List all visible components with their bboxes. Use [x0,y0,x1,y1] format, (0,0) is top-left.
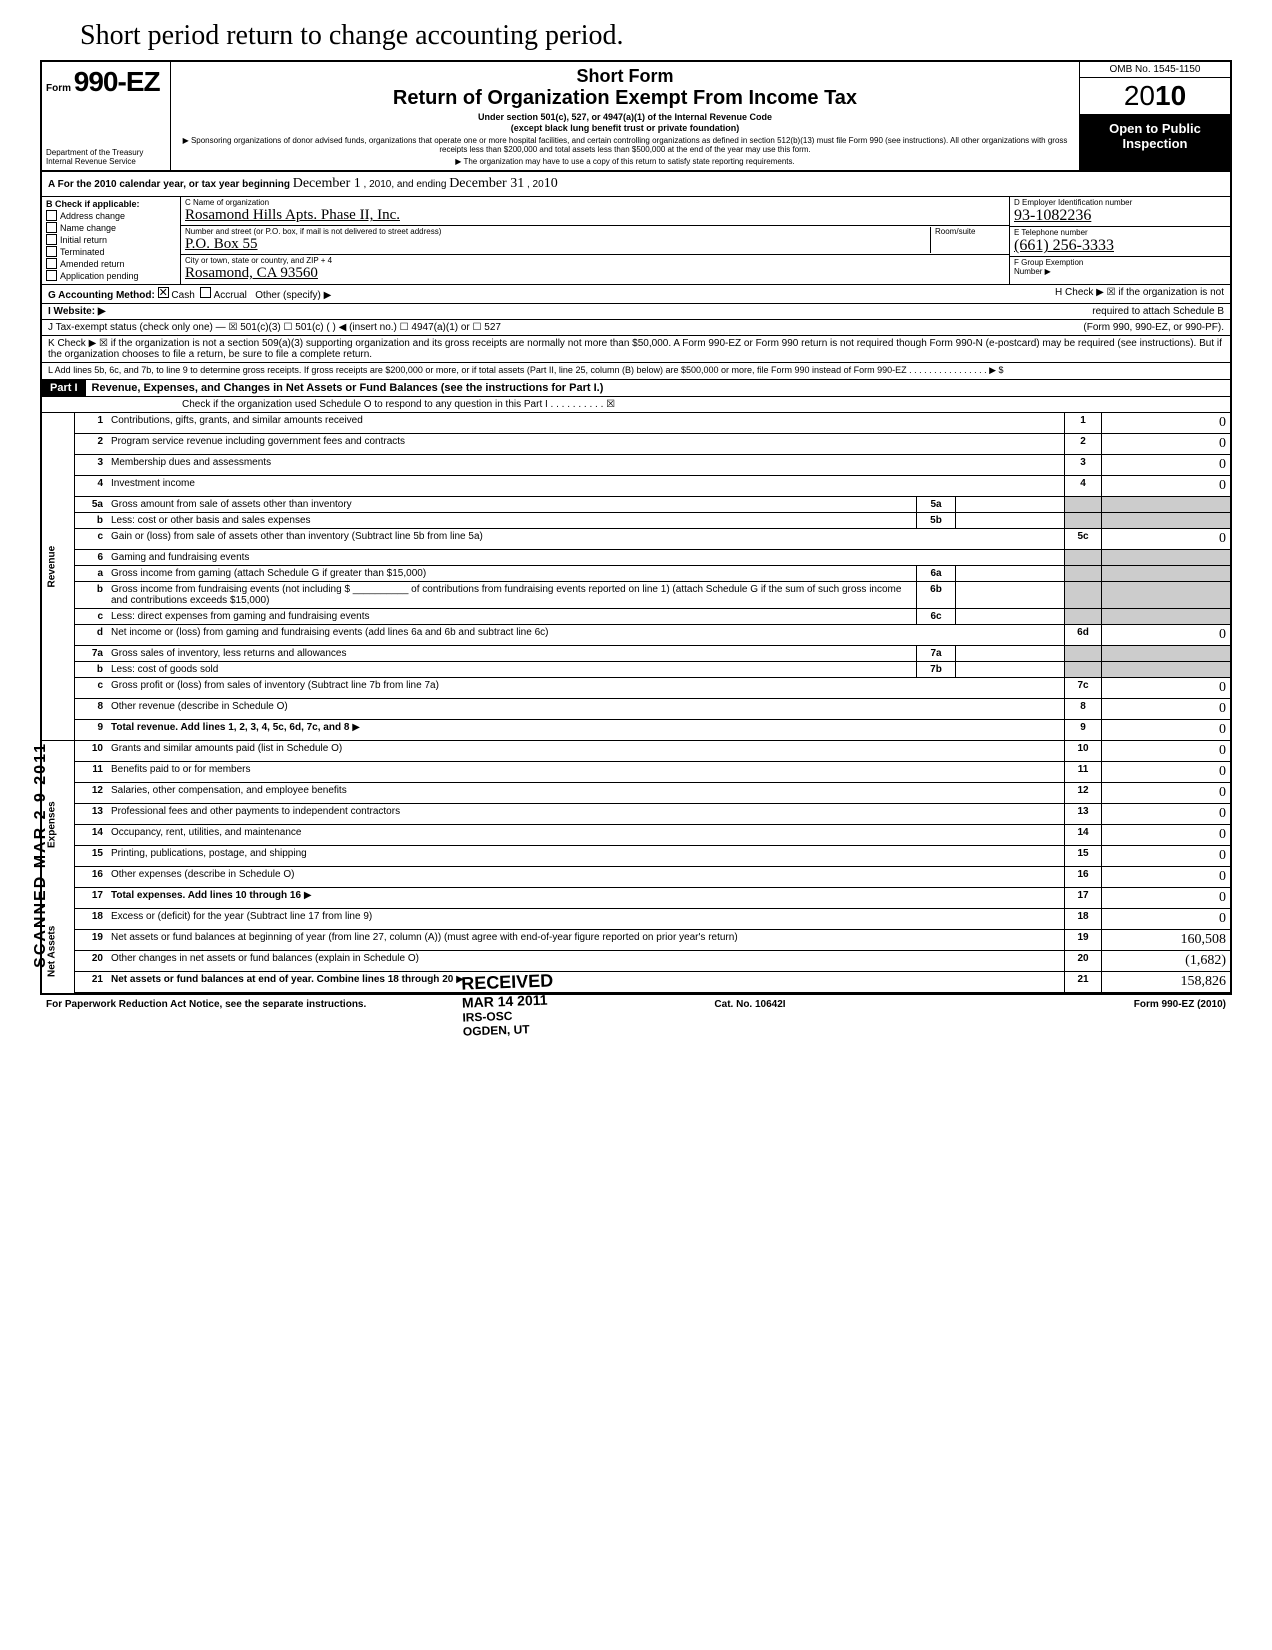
section-def: D Employer Identification number 93-1082… [1010,197,1230,284]
expenses-side-label: Expenses [42,741,75,909]
subtitle-1: Under section 501(c), 527, or 4947(a)(1)… [179,112,1071,123]
check-terminated[interactable]: Terminated [46,246,176,257]
row-l: L Add lines 5b, 6c, and 7b, to line 9 to… [42,363,1230,380]
check-cash[interactable] [158,287,169,298]
city-field[interactable]: Rosamond, CA 93560 [185,265,1005,282]
line-13-value[interactable]: 0 [1219,806,1226,821]
line-21-value[interactable]: 158,826 [1181,974,1227,989]
open-to-public: Open to Public Inspection [1080,115,1230,170]
tax-year: 2010 [1080,78,1230,115]
line-7c-value[interactable]: 0 [1219,680,1226,695]
section-c: C Name of organization Rosamond Hills Ap… [181,197,1010,284]
line-10-value[interactable]: 0 [1219,743,1226,758]
check-initial-return[interactable]: Initial return [46,234,176,245]
tax-year-begin[interactable]: December 1 [293,176,361,191]
line-11-value[interactable]: 0 [1219,764,1226,779]
room-label: Room/suite [935,227,1005,236]
line-14-value[interactable]: 0 [1219,827,1226,842]
section-bcdef: B Check if applicable: Address change Na… [42,197,1230,285]
row-j-tax-exempt: J Tax-exempt status (check only one) — ☒… [42,320,1230,336]
ein-field[interactable]: 93-1082236 [1014,207,1226,225]
omb-number: OMB No. 1545-1150 [1080,62,1230,78]
form-footer: For Paperwork Reduction Act Notice, see … [40,995,1232,1014]
header-note-2: ▶ The organization may have to use a cop… [179,157,1071,167]
line-18-value[interactable]: 0 [1219,911,1226,926]
line-6d-value[interactable]: 0 [1219,627,1226,642]
line-5c-value[interactable]: 0 [1219,531,1226,546]
check-application-pending[interactable]: Application pending [46,270,176,281]
line-8-value[interactable]: 0 [1219,701,1226,716]
revenue-side-label: Revenue [42,413,75,720]
row-k: K Check ▶ ☒ if the organization is not a… [42,336,1230,363]
row-i-website: I Website: ▶ required to attach Schedule… [42,304,1230,320]
form-990ez: Form 990-EZ Department of the Treasury I… [40,60,1232,995]
line-12-value[interactable]: 0 [1219,785,1226,800]
line-1-value[interactable]: 0 [1219,415,1226,430]
row-a-tax-year: A For the 2010 calendar year, or tax yea… [42,172,1230,197]
part-1-header: Part I Revenue, Expenses, and Changes in… [42,380,1230,397]
net-assets-side-label: Net Assets [42,909,75,993]
short-form-label: Short Form [179,66,1071,87]
phone-label: E Telephone number [1014,228,1226,237]
part1-table: Revenue 1Contributions, gifts, grants, a… [42,413,1230,993]
phone-field[interactable]: (661) 256-3333 [1014,237,1226,255]
org-name-label: C Name of organization [185,198,1005,207]
line-9-value[interactable]: 0 [1219,722,1226,737]
handwritten-title: Short period return to change accounting… [40,20,1232,52]
form-title: Return of Organization Exempt From Incom… [179,87,1071,110]
ein-label: D Employer Identification number [1014,198,1226,207]
group-exemption-label: F Group Exemption Number ▶ [1014,258,1226,276]
subtitle-2: (except black lung benefit trust or priv… [179,123,1071,134]
line-19-value[interactable]: 160,508 [1181,932,1227,947]
dept-treasury: Department of the Treasury Internal Reve… [46,149,166,167]
form-header: Form 990-EZ Department of the Treasury I… [42,62,1230,172]
schedule-o-check: Check if the organization used Schedule … [42,397,1230,413]
line-15-value[interactable]: 0 [1219,848,1226,863]
line-17-value[interactable]: 0 [1219,890,1226,905]
city-label: City or town, state or country, and ZIP … [185,256,1005,265]
section-b: B Check if applicable: Address change Na… [42,197,181,284]
tax-year-end[interactable]: December 31 [449,176,524,191]
line-4-value[interactable]: 0 [1219,478,1226,493]
h-check: H Check ▶ ☒ if the organization is not [1055,287,1224,301]
check-amended[interactable]: Amended return [46,258,176,269]
check-accrual[interactable] [200,287,211,298]
line-2-value[interactable]: 0 [1219,436,1226,451]
header-note-1: ▶ Sponsoring organizations of donor advi… [179,136,1071,155]
line-3-value[interactable]: 0 [1219,457,1226,472]
row-g-accounting: G Accounting Method: Cash Accrual Other … [42,285,1230,304]
org-name-field[interactable]: Rosamond Hills Apts. Phase II, Inc. [185,207,1005,224]
addr-label: Number and street (or P.O. box, if mail … [185,227,930,236]
addr-field[interactable]: P.O. Box 55 [185,236,930,253]
check-name-change[interactable]: Name change [46,222,176,233]
line-20-value[interactable]: (1,682) [1185,953,1226,968]
check-address-change[interactable]: Address change [46,210,176,221]
form-number: Form 990-EZ [46,66,166,98]
line-16-value[interactable]: 0 [1219,869,1226,884]
